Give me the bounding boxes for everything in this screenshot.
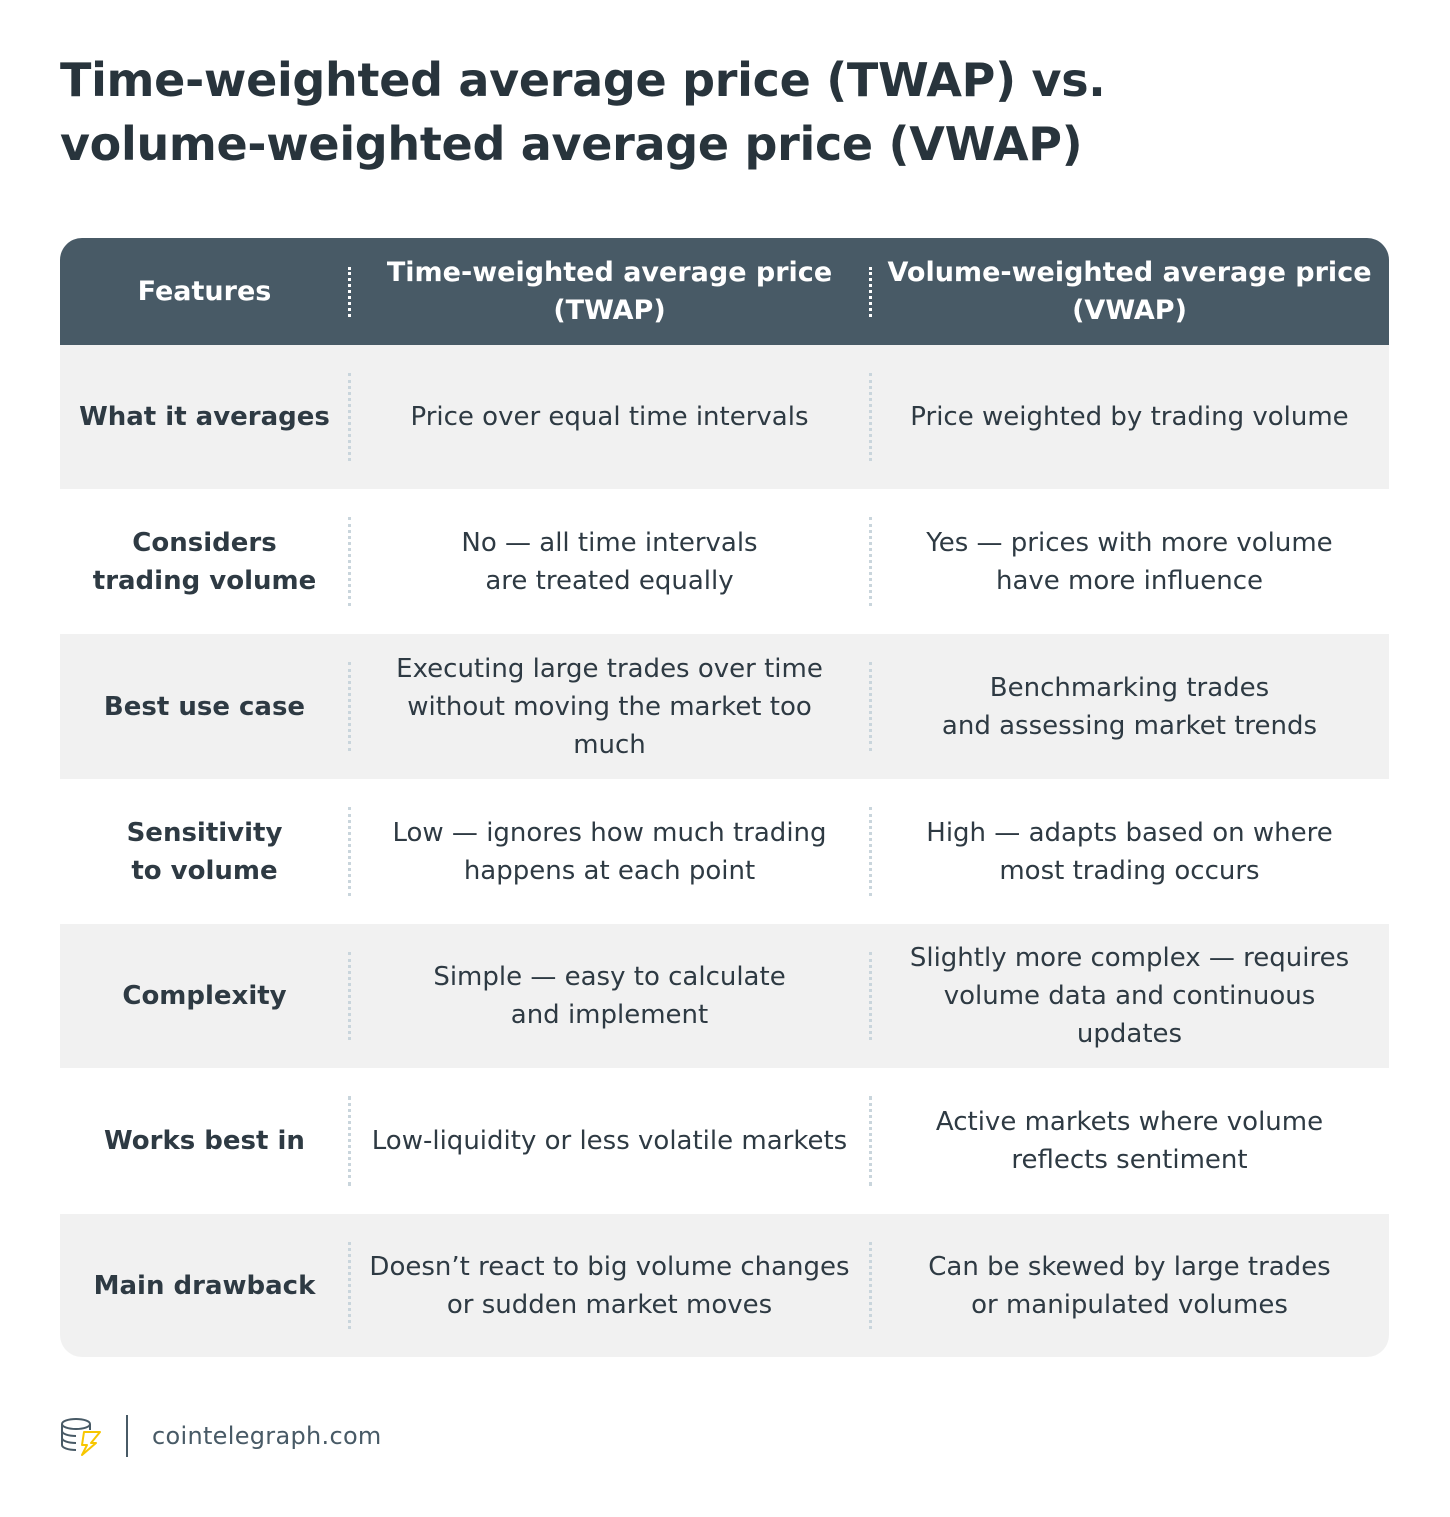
row-twap: Low — ignores how much trading happens a… — [392, 817, 827, 886]
row-feature: Complexity — [122, 981, 287, 1011]
table-row: Best use case Executing large trades ove… — [60, 634, 1389, 779]
column-divider — [348, 267, 351, 317]
cointelegraph-logo-icon — [60, 1416, 102, 1456]
column-divider — [869, 807, 872, 896]
column-divider — [348, 517, 351, 606]
column-divider — [348, 1096, 351, 1186]
row-twap: Price over equal time intervals — [410, 402, 809, 432]
column-divider — [348, 373, 351, 461]
row-vwap: Price weighted by trading volume — [910, 402, 1349, 432]
column-divider — [869, 662, 872, 751]
row-feature: Considers trading volume — [92, 527, 317, 596]
header-vwap: Volume-weighted average price (VWAP) — [887, 256, 1372, 326]
page-title: Time-weighted average price (TWAP) vs. v… — [60, 48, 1260, 176]
site-url: cointelegraph.com — [152, 1422, 382, 1450]
table-row: Sensitivity to volume Low — ignores how … — [60, 779, 1389, 924]
row-twap: Doesn’t react to big volume changes or s… — [369, 1251, 850, 1320]
title-line-2: volume-weighted average price (VWAP) — [60, 117, 1083, 171]
table-row: Main drawback Doesn’t react to big volum… — [60, 1214, 1389, 1357]
column-divider — [869, 1242, 872, 1329]
row-vwap: Can be skewed by large trades or manipul… — [928, 1251, 1331, 1320]
footer-separator — [126, 1415, 128, 1457]
column-divider — [348, 952, 351, 1040]
column-divider — [348, 1242, 351, 1329]
column-divider — [869, 517, 872, 606]
row-feature: Best use case — [103, 691, 306, 722]
row-vwap: Yes — prices with more volume have more … — [926, 527, 1333, 596]
row-vwap: High — adapts based on where most tradin… — [926, 817, 1333, 886]
row-twap: No — all time intervals are treated equa… — [461, 527, 758, 596]
row-twap: Executing large trades over time without… — [396, 653, 823, 760]
row-twap: Low-liquidity or less volatile markets — [371, 1126, 848, 1156]
column-divider — [869, 1096, 872, 1186]
column-divider — [348, 662, 351, 751]
row-feature: Works best in — [104, 1126, 305, 1156]
row-twap: Simple — easy to calculate and implement — [433, 962, 786, 1030]
header-features: Features — [137, 275, 272, 307]
table-row: Considers trading volume No — all time i… — [60, 489, 1389, 634]
title-line-1: Time-weighted average price (TWAP) vs. — [60, 53, 1106, 107]
comparison-table: Features Time-weighted average price (TW… — [60, 238, 1389, 1357]
table-header: Features Time-weighted average price (TW… — [60, 238, 1389, 345]
row-feature: Main drawback — [93, 1270, 316, 1301]
footer: cointelegraph.com — [60, 1413, 382, 1459]
row-feature: What it averages — [79, 402, 330, 432]
table-row: Works best in Low-liquidity or less vola… — [60, 1068, 1389, 1214]
table-row: Complexity Simple — easy to calculate an… — [60, 924, 1389, 1068]
column-divider — [869, 373, 872, 461]
row-vwap: Benchmarking trades and assessing market… — [941, 672, 1318, 741]
row-vwap: Active markets where volume reflects sen… — [935, 1107, 1324, 1175]
header-twap: Time-weighted average price (TWAP) — [386, 256, 833, 326]
column-divider — [869, 267, 872, 317]
row-feature: Sensitivity to volume — [126, 817, 283, 886]
column-divider — [869, 952, 872, 1040]
table-row: What it averages Price over equal time i… — [60, 345, 1389, 489]
row-vwap: Slightly more complex — requires volume … — [909, 943, 1350, 1049]
column-divider — [348, 807, 351, 896]
